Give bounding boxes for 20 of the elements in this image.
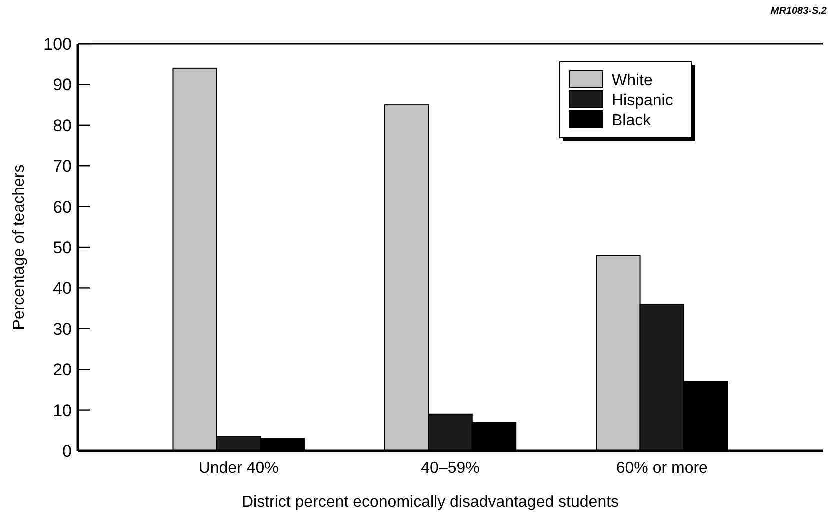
y-tick-label: 60: [53, 198, 72, 217]
legend-label: Black: [612, 112, 652, 130]
legend-label: Hispanic: [612, 92, 674, 110]
x-axis-title: District percent economically disadvantaged students: [242, 494, 620, 511]
y-tick-label: 30: [53, 320, 72, 339]
y-tick-label: 70: [53, 157, 72, 176]
y-tick-label: 20: [53, 360, 72, 380]
legend-label: White: [612, 72, 653, 90]
y-tick-label: 100: [44, 34, 72, 54]
y-tick-label: 0: [62, 442, 72, 461]
x-tick-label: 60% or more: [616, 460, 708, 477]
y-tick-label: 50: [53, 238, 72, 258]
y-axis-title: Percentage of teachers: [11, 164, 28, 330]
x-tick-label: 40–59%: [421, 460, 480, 477]
x-tick-label: Under 40%: [198, 460, 279, 477]
y-tick-label: 90: [53, 76, 72, 95]
text: MR1083-S.2: [770, 6, 828, 17]
y-tick-label: 80: [53, 116, 72, 136]
y-tick-label: 40: [53, 279, 72, 298]
y-tick-label: 10: [53, 401, 72, 420]
